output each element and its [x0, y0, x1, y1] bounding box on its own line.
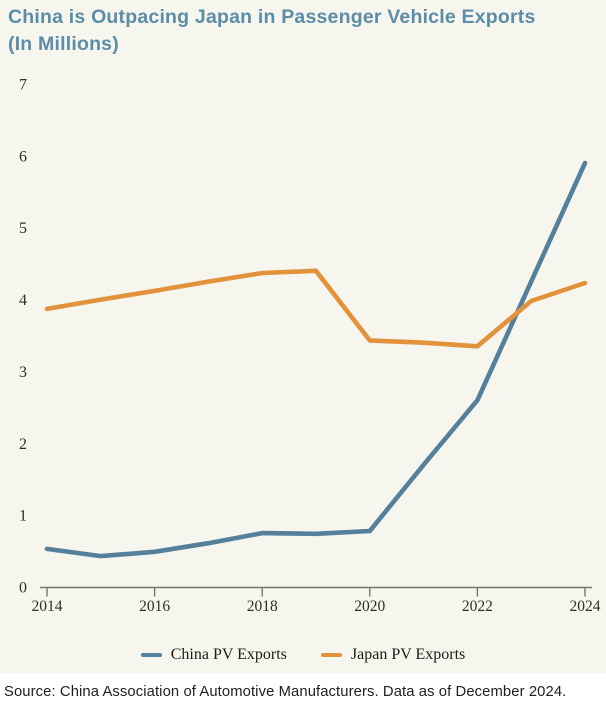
chart-title-line-2: (In Millions) — [8, 33, 119, 55]
y-axis-tick-label: 5 — [19, 220, 27, 237]
japan-series-swatch-icon — [320, 652, 342, 658]
china-series-swatch-icon — [140, 652, 162, 658]
x-axis-tick-label: 2024 — [570, 598, 601, 615]
x-axis-tick-label: 2018 — [247, 598, 278, 615]
x-axis-tick-label: 2016 — [139, 598, 170, 615]
y-axis-tick-label: 4 — [19, 292, 27, 309]
chart-legend: China PV Exports Japan PV Exports — [0, 644, 606, 666]
source-footer: Source: China Association of Automotive … — [0, 673, 606, 713]
x-axis-tick-label: 2014 — [32, 598, 63, 615]
y-axis-tick-label: 6 — [19, 148, 27, 165]
y-axis-tick-label: 7 — [19, 77, 27, 94]
x-axis-tick-label: 2020 — [354, 598, 385, 615]
series-line-japan-pv-exports — [44, 268, 588, 349]
chart-card: China is Outpacing Japan in Passenger Ve… — [0, 0, 606, 673]
y-axis-tick-label: 3 — [19, 364, 27, 381]
y-axis-tick-label: 1 — [19, 508, 27, 525]
legend-item-china: China PV Exports — [140, 646, 287, 664]
series-line-china-pv-exports — [44, 160, 588, 559]
x-axis-tick-label: 2022 — [462, 598, 493, 615]
line-chart: 0 1 2 3 4 5 6 7 2014 2016 2018 2020 2022 2024 — [19, 77, 601, 616]
legend-label-japan: Japan PV Exports — [350, 646, 466, 663]
chart-title: China is Outpacing Japan in Passenger Ve… — [8, 4, 598, 58]
y-axis-tick-label: 2 — [19, 436, 27, 453]
legend-label-china: China PV Exports — [170, 646, 287, 663]
chart-title-line-1: China is Outpacing Japan in Passenger Ve… — [8, 6, 536, 28]
source-text: Source: China Association of Automotive … — [4, 684, 567, 700]
y-axis-tick-label: 0 — [19, 580, 27, 597]
legend-item-japan: Japan PV Exports — [320, 646, 466, 664]
